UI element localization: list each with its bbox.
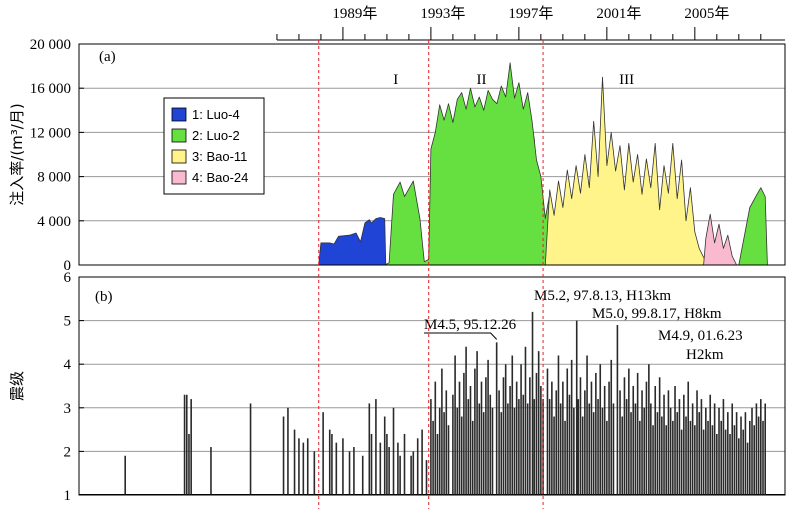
panel-a-y-axis-title: 注入率/(m³/月) [8,103,26,205]
panel-b-y-tick-label: 3 [64,401,72,417]
panel-a-y-tick-label: 0 [64,258,72,274]
period-label: I [393,72,398,88]
panel-a-y-tick-label: 8 000 [37,170,71,186]
panel-b-y-axis-title: 震级 [8,371,26,401]
panel-b-label: (b) [95,289,113,305]
legend-swatch [171,128,187,143]
panel-b-frame [78,276,786,496]
panel-b-y-tick-label: 6 [64,270,72,286]
period-boundary-lines [318,40,544,509]
top-axis-year-label: 1989年 [332,5,377,22]
legend-entry: 1: Luo-4 [192,107,240,122]
panel-a-area-series [318,62,768,266]
panel-b-event-bars [124,311,767,495]
legend-entry: 4: Bao-24 [192,170,248,185]
period-label: III [619,72,634,88]
panel-b-y-tick-label: 5 [64,314,72,330]
earthquake-annotation: M5.2, 97.8.13, H13km [534,288,671,304]
earthquake-annotation: M5.0, 99.8.17, H8km [592,306,722,322]
top-axis-year-label: 2001年 [596,5,641,22]
earthquake-annotation: H2km [686,347,724,363]
top-year-axis: 1989年 1993年 1997年 2001年 2005年 [276,5,785,41]
panel-a-y-tick-label: 16 000 [30,81,71,97]
legend-swatch [171,149,187,164]
panel-a-frame [78,43,786,266]
panel-a-y-tick-label: 4 000 [37,214,71,230]
earthquake-annotations: M4.5, 95.12.26 M5.2, 97.8.13, H13km M5.0, … [424,288,743,363]
top-axis-year-label: 1993年 [420,5,465,22]
panel-b-y-ticks: 1 2 3 4 5 6 [64,270,84,504]
panel-b-y-tick-label: 4 [64,357,72,373]
legend-swatch [171,170,187,185]
period-labels: I II III [393,72,634,88]
legend-entry: 3: Bao-11 [192,149,247,164]
panel-a-y-ticks: 0 4 000 8 000 12 000 16 000 20 000 [30,37,84,274]
earthquake-annotation: M4.9, 01.6.23 [658,328,743,344]
panel-a-label: (a) [99,49,116,65]
area-series-4 [703,213,737,266]
period-label: II [476,72,486,88]
area-series-3 [544,76,709,266]
panel-b-magnitude: 1 2 3 4 5 6 (b) M4.5, 95.12.26 M5.2, 97.8.13, … [64,270,786,504]
panel-b-y-tick-label: 1 [64,488,72,504]
annotation-leader-line [424,332,498,340]
panel-b-y-tick-label: 2 [64,444,72,460]
legend: 1: Luo-4 2: Luo-2 3: Bao-11 4: Bao-24 [163,97,265,195]
legend-entry: 2: Luo-2 [192,128,240,143]
legend-swatch [171,107,187,122]
earthquake-annotation: M4.5, 95.12.26 [424,317,517,333]
top-axis-year-label: 1997年 [508,5,553,22]
top-axis-year-label: 2005年 [684,5,729,22]
panel-a-y-tick-label: 20 000 [30,37,71,53]
panel-a-y-tick-label: 12 000 [30,125,71,141]
